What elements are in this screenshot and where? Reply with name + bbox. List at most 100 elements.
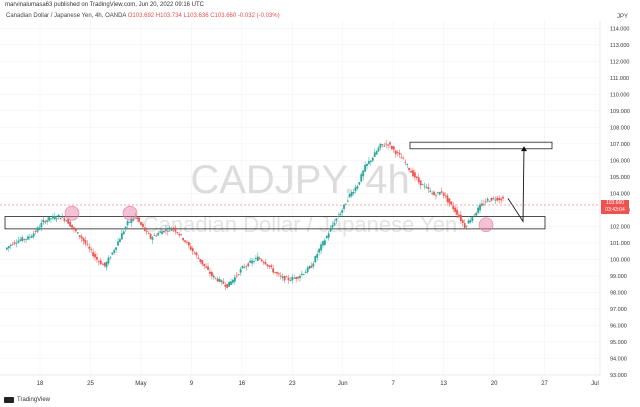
candle-body: [256, 256, 259, 261]
candle-body: [392, 146, 395, 150]
candle-body: [433, 191, 435, 196]
candle-body: [262, 261, 265, 263]
candle-body: [429, 190, 432, 192]
candle-body: [178, 234, 181, 236]
candle-body: [237, 274, 240, 276]
candle-body: [415, 176, 418, 178]
candle-body: [166, 231, 169, 232]
candle-body: [366, 163, 368, 167]
candle-body: [300, 273, 303, 275]
candle-body: [44, 221, 47, 223]
candle-body: [458, 214, 460, 217]
candle-body: [13, 242, 16, 244]
candle-body: [278, 273, 280, 275]
candle-body: [113, 250, 116, 253]
candle-body: [50, 218, 52, 220]
candle-body: [203, 263, 206, 266]
candle-body: [74, 228, 77, 232]
current-price-tag: 103.660 03:43:04: [601, 200, 629, 214]
candle-body: [25, 238, 27, 240]
candle-body: [492, 198, 495, 199]
candle-body: [6, 247, 8, 250]
candle-body: [304, 271, 307, 274]
supply-zone: [409, 141, 553, 150]
projection-arrows: [507, 146, 527, 223]
candle-body: [17, 240, 20, 243]
ohlc-open: O103.692: [127, 13, 155, 19]
candle-body: [268, 265, 271, 267]
candle-body: [149, 233, 152, 239]
candle-body: [500, 198, 502, 201]
candle-body: [285, 276, 288, 278]
price-tick-label: 112.000: [610, 59, 629, 65]
time-tick-label: May: [135, 381, 146, 387]
candle-body: [184, 240, 186, 242]
price-tick-label: 95.000: [610, 340, 627, 346]
candle-body: [360, 174, 363, 182]
candle-body: [463, 223, 466, 228]
candle-body: [377, 147, 380, 152]
candle-body: [287, 277, 290, 281]
price-tick-label: 94.000: [610, 356, 627, 362]
candle-body: [341, 210, 344, 213]
candle-body: [48, 217, 50, 221]
candle-body: [51, 216, 54, 219]
candle-body: [467, 220, 470, 224]
candle-body: [431, 193, 434, 194]
candle-body: [65, 220, 68, 222]
candle-body: [459, 214, 462, 222]
candle-body: [412, 170, 414, 177]
candle-body: [92, 252, 95, 257]
candle-body: [469, 220, 472, 223]
candle-body: [214, 277, 217, 279]
candle-body: [391, 146, 393, 150]
candle-body: [15, 243, 18, 244]
candle-body: [396, 152, 399, 153]
candle-body: [281, 276, 284, 279]
candle-body: [343, 204, 345, 209]
candle-body: [57, 214, 60, 217]
candle-body: [350, 192, 353, 196]
price-axis: 114.000 113.000 112.000 111.000 110.000 109.0…: [599, 20, 630, 379]
candle-body: [452, 205, 455, 210]
time-tick-label: 16: [238, 381, 245, 387]
price-tick-label: 110.000: [610, 92, 629, 98]
candle-body: [442, 192, 445, 196]
candle-body: [484, 201, 487, 203]
candle-body: [258, 257, 261, 260]
candle-body: [299, 275, 301, 278]
candle-body: [36, 227, 39, 232]
candle-body: [230, 281, 232, 285]
candle-body: [423, 185, 426, 187]
candle-body: [306, 267, 309, 273]
candle-body: [122, 231, 125, 235]
time-tick-label: 20: [491, 381, 498, 387]
candle-body: [193, 252, 196, 254]
candle-body: [218, 278, 221, 282]
candle-body: [477, 207, 479, 213]
candle-body: [413, 172, 416, 178]
candle-body: [176, 232, 179, 234]
candle-body: [421, 184, 424, 185]
candle-body: [163, 230, 165, 233]
candle-body: [132, 218, 135, 221]
candle-body: [233, 277, 236, 282]
candle-body: [373, 152, 376, 157]
candle-body: [159, 231, 162, 233]
candle-body: [140, 222, 142, 225]
candle-body: [168, 227, 171, 229]
price-tick-label: 101.000: [610, 241, 630, 247]
candle-body: [335, 218, 338, 221]
candle-body: [172, 227, 175, 229]
projection-arrowhead-icon: [521, 146, 527, 152]
watermark-title: CADJPY, 4h: [190, 158, 409, 202]
candle-body: [164, 228, 167, 231]
candle-body: [456, 209, 458, 215]
price-tick-label: 107.000: [610, 142, 630, 148]
candle-body: [337, 216, 340, 217]
candle-body: [479, 204, 481, 211]
time-tick-label: Jun: [338, 381, 348, 387]
tradingview-logo-icon: [4, 397, 14, 403]
price-tick-label: 108.000: [610, 125, 630, 131]
